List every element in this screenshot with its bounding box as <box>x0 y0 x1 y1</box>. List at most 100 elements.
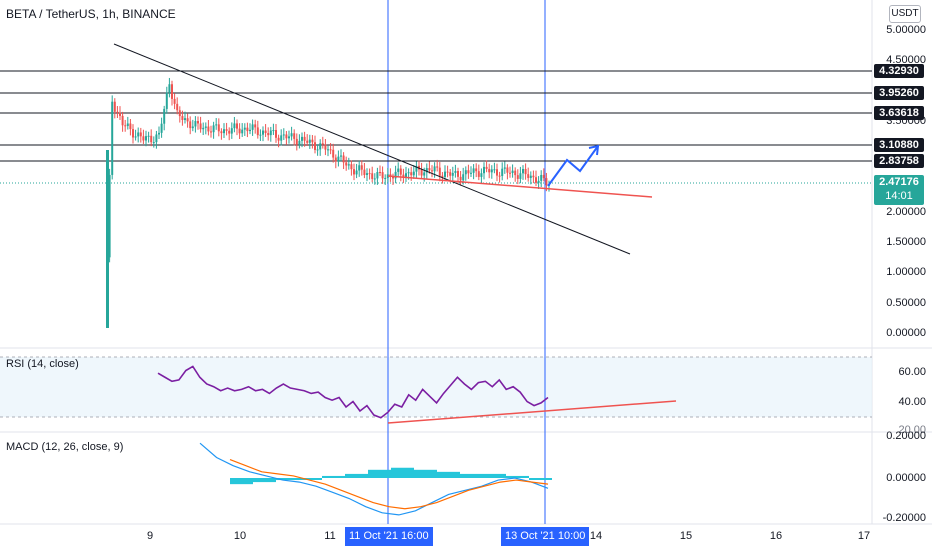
macd-line <box>199 442 549 516</box>
time-tick: 16 <box>769 530 783 542</box>
candle-body <box>384 178 387 180</box>
candle-body <box>483 166 485 174</box>
candle-body <box>269 130 272 136</box>
price-tick: 5.00000 <box>886 24 926 36</box>
candle-body <box>545 178 548 186</box>
candle-body <box>527 174 530 178</box>
candle-body <box>243 127 246 130</box>
candle-body <box>488 168 491 173</box>
candle-body <box>433 166 436 172</box>
macd-histogram-bar <box>437 471 460 478</box>
candle-body <box>353 169 355 175</box>
candle-body <box>363 169 366 175</box>
candle-body <box>204 126 207 128</box>
candle-body <box>308 139 311 143</box>
candle-body <box>236 123 238 129</box>
level-label[interactable]: 3.95260 <box>874 86 924 100</box>
macd-histogram-bar <box>230 478 253 485</box>
candle-body <box>407 172 410 174</box>
candle-body <box>386 174 389 179</box>
candle-body <box>262 130 264 135</box>
macd-tick: -0.20000 <box>882 512 926 524</box>
macd-tick: 0.00000 <box>886 472 926 484</box>
candle-body <box>155 134 158 143</box>
candle-body <box>295 138 298 145</box>
candle-body <box>446 171 449 173</box>
candle-body <box>524 168 527 175</box>
candle-body <box>277 137 280 141</box>
candle-body <box>392 176 394 179</box>
candle-body <box>373 178 376 180</box>
candle-body <box>441 175 444 177</box>
candle-body <box>197 121 199 124</box>
candle-body <box>220 131 223 134</box>
macd-histogram-bar <box>529 478 552 480</box>
candle-body <box>225 129 228 131</box>
macd-histogram-bar <box>506 475 529 478</box>
rsi-band <box>0 357 872 417</box>
rsi-label[interactable]: RSI (14, close) <box>6 358 79 370</box>
trendline-red-price[interactable] <box>387 175 653 198</box>
candle-body <box>462 174 465 181</box>
candle-body <box>272 130 275 132</box>
candle-body <box>540 174 543 181</box>
candle-body <box>368 173 371 175</box>
candle-body <box>199 123 202 130</box>
trendline-red-rsi[interactable] <box>387 400 677 424</box>
candle-body <box>194 121 197 127</box>
currency-badge[interactable]: USDT <box>889 5 921 23</box>
candle-body <box>542 174 545 179</box>
candle-body <box>410 172 413 176</box>
time-marker-label-1[interactable]: 11 Oct '21 16:00 <box>345 527 433 546</box>
candle-body <box>490 169 493 173</box>
level-label[interactable]: 4.32930 <box>874 64 924 78</box>
candle-body <box>181 116 184 120</box>
candle-body <box>329 149 332 151</box>
candle-body <box>342 155 345 163</box>
candle-body <box>142 136 145 141</box>
candle-body <box>506 167 509 173</box>
time-tick: 9 <box>146 530 154 542</box>
candle-body <box>337 156 340 162</box>
time-tick: 11 <box>324 530 336 542</box>
candle-body <box>516 175 519 179</box>
candle-body <box>381 172 384 179</box>
level-label[interactable]: 3.10880 <box>874 138 924 152</box>
macd-label[interactable]: MACD (12, 26, close, 9) <box>6 441 124 453</box>
candle-body <box>412 171 415 176</box>
candle-body <box>288 136 290 139</box>
candle-body <box>184 118 186 120</box>
candle-body <box>402 174 405 178</box>
candle-body <box>459 176 462 181</box>
candle-body <box>319 143 322 150</box>
level-label[interactable]: 3.63618 <box>874 106 924 120</box>
time-tick: 14 <box>589 530 603 542</box>
macd-tick: 0.20000 <box>886 430 926 442</box>
projection-path[interactable] <box>547 145 599 187</box>
candle-body <box>470 172 472 174</box>
candle-body <box>340 155 342 157</box>
candle-body <box>217 124 220 132</box>
macd-histogram-bar <box>368 469 391 478</box>
candle-body <box>134 136 137 138</box>
time-tick: 17 <box>857 530 871 542</box>
macd-histogram-bar <box>391 467 414 478</box>
candle-body <box>168 84 171 93</box>
time-tick: 10 <box>233 530 247 542</box>
macd-histogram-bar <box>483 473 506 478</box>
trendline-black[interactable] <box>113 43 631 255</box>
candle-body <box>160 123 163 133</box>
candle-body <box>347 164 350 166</box>
candle-body <box>189 121 192 129</box>
candle-body <box>485 166 488 169</box>
candle-body <box>314 142 316 150</box>
time-marker-label-2[interactable]: 13 Oct '21 10:00 <box>501 527 590 546</box>
candle-body <box>251 124 254 130</box>
candle-body <box>423 172 426 176</box>
candle-body <box>228 130 231 134</box>
candle-body <box>132 129 134 138</box>
level-label[interactable]: 2.83758 <box>874 154 924 168</box>
candle-body <box>345 162 348 166</box>
price-tick: 0.00000 <box>886 327 926 339</box>
